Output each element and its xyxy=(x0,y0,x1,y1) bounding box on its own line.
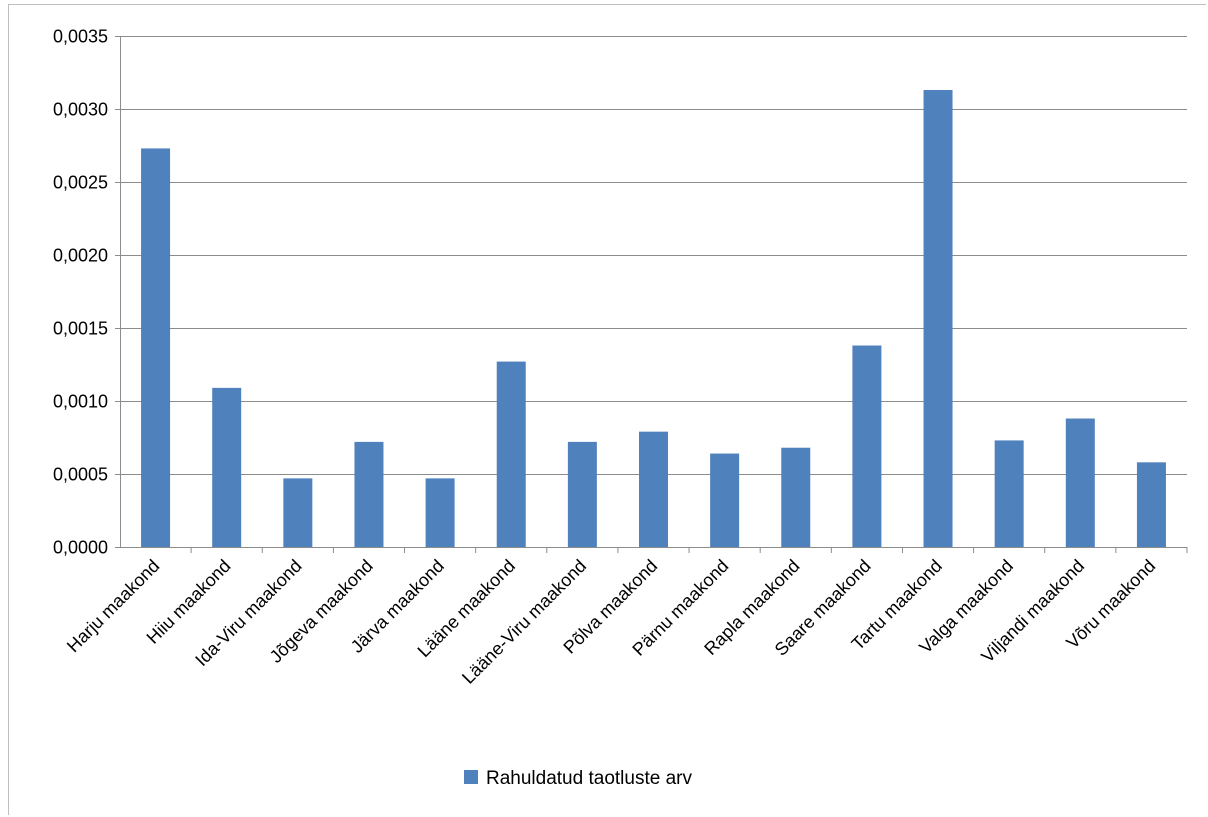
bar xyxy=(496,361,526,547)
y-tick-label: 0,0000 xyxy=(53,538,108,558)
y-tick-label: 0,0020 xyxy=(53,246,108,266)
axes xyxy=(115,36,1188,553)
legend-label: Rahuldatud taotluste arv xyxy=(486,768,692,789)
bar xyxy=(852,345,882,547)
bar xyxy=(639,431,668,547)
y-tick-label: 0,0005 xyxy=(53,465,108,485)
legend-swatch xyxy=(464,770,478,784)
y-tick-label: 0,0010 xyxy=(53,392,108,412)
bar xyxy=(781,447,811,547)
gridlines xyxy=(120,36,1187,475)
y-tick-label: 0,0015 xyxy=(53,319,108,339)
y-tick-label: 0,0025 xyxy=(53,173,108,193)
chart-area xyxy=(8,4,1206,815)
bar xyxy=(1136,462,1166,547)
bar xyxy=(923,90,953,548)
bars xyxy=(141,90,1166,548)
bar xyxy=(1065,418,1095,547)
bar xyxy=(425,478,455,547)
bar xyxy=(354,441,384,547)
bar xyxy=(212,387,242,547)
y-tick-label: 0,0035 xyxy=(53,27,108,47)
y-axis-tick-labels: 0,0000 0,0005 0,0010 0,0015 0,0020 0,0025 0,00… xyxy=(53,27,108,558)
y-tick-label: 0,0030 xyxy=(53,100,108,120)
bar xyxy=(710,453,740,547)
x-tick-label: Harju maakond xyxy=(63,556,163,656)
bar xyxy=(141,148,171,548)
x-tick-label: Lääne-Viru maakond xyxy=(458,556,590,688)
bar xyxy=(283,478,313,547)
bar xyxy=(567,441,597,547)
bar xyxy=(994,440,1024,547)
legend: Rahuldatud taotluste arv xyxy=(464,768,692,789)
